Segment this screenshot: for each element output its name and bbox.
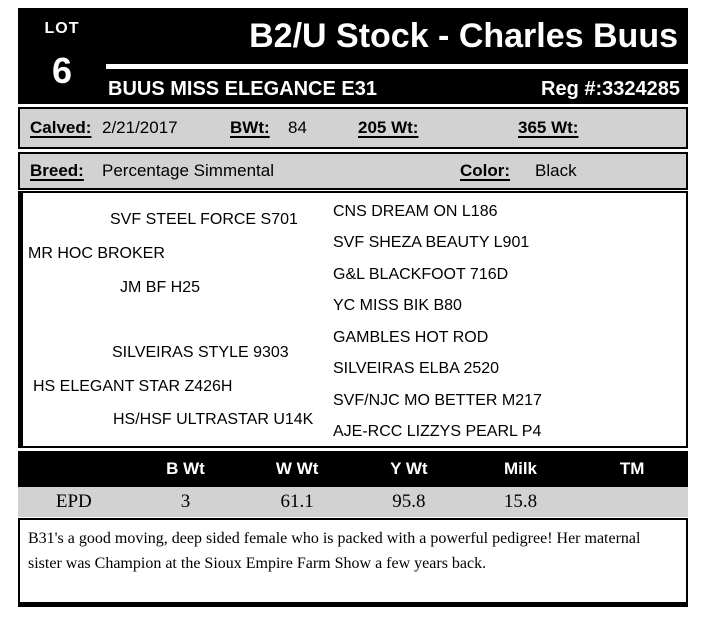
animal-name: BUUS MISS ELEGANCE E31 [108, 78, 377, 100]
pedigree-ggp-7: SVF/NJC MO BETTER M217 [333, 392, 542, 409]
pedigree-ggp-3: G&L BLACKFOOT 716D [333, 266, 509, 283]
calved-value: 2/21/2017 [102, 118, 178, 137]
pedigree-ggp-6: SILVEIRAS ELBA 2520 [333, 360, 500, 377]
header-divider [106, 64, 688, 69]
pedigree-sire-sire: SVF STEEL FORCE S701 [110, 211, 298, 228]
epd-value-bwt: 3 [180, 491, 191, 512]
pedigree-ggp-1: CNS DREAM ON L186 [333, 203, 498, 220]
epd-header-bwt: B Wt [166, 459, 205, 478]
bwt-value: 84 [288, 118, 307, 137]
epd-value-milk: 15.8 [503, 491, 538, 512]
pedigree-ggp-8: AJE-RCC LIZZYS PEARL P4 [333, 423, 542, 440]
pedigree-dam-sire: SILVEIRAS STYLE 9303 [112, 344, 289, 361]
animal-name-row: BUUS MISS ELEGANCE E31 Reg #:3324285 [108, 78, 680, 101]
pedigree-ggp-5: GAMBLES HOT ROD [333, 329, 489, 346]
breed-value: Percentage Simmental [102, 161, 274, 180]
epd-header-tm: TM [619, 459, 645, 478]
pedigree-ggp-2: SVF SHEZA BEAUTY L901 [333, 234, 530, 251]
consignor-title: B2/U Stock - Charles Buus [249, 17, 678, 55]
wt205-label: 205 Wt: [358, 118, 419, 137]
epd-header-ywt: Y Wt [390, 459, 428, 478]
color-label: Color: [460, 161, 511, 180]
lot-header: LOT 6 B2/U Stock - Charles Buus BUUS MIS… [18, 8, 688, 104]
birth-stats-bar: Calved: 2/21/2017 BWt: 84 205 Wt: 365 Wt… [18, 107, 688, 149]
lot-description: B31's a good moving, deep sided female w… [18, 518, 688, 607]
calved-label: Calved: [30, 118, 92, 137]
breed-label: Breed: [30, 161, 84, 180]
epd-table-row: EPD 3 61.1 95.8 15.8 [18, 487, 688, 517]
lot-column: LOT 6 [18, 8, 106, 104]
color-value: Black [535, 161, 577, 180]
epd-header-milk: Milk [503, 459, 538, 478]
wt365-label: 365 Wt: [518, 118, 579, 137]
lot-label: LOT [44, 20, 80, 37]
pedigree-sire-dam: JM BF H25 [120, 279, 201, 296]
epd-row-label: EPD [55, 491, 92, 512]
pedigree-sire: MR HOC BROKER [28, 245, 165, 262]
epd-header-wwt: W Wt [275, 459, 319, 478]
bwt-label: BWt: [230, 118, 270, 137]
registration-number: Reg #:3324285 [541, 78, 680, 100]
epd-value-wwt: 61.1 [280, 491, 314, 512]
epd-value-ywt: 95.8 [392, 491, 426, 512]
epd-table-header: B Wt W Wt Y Wt Milk TM [18, 451, 688, 487]
pedigree-dam-dam: HS/HSF ULTRASTAR U14K [113, 411, 314, 428]
breed-color-bar: Breed: Percentage Simmental Color: Black [18, 152, 688, 190]
pedigree-box: SVF STEEL FORCE S701 MR HOC BROKER JM BF… [18, 191, 688, 448]
pedigree-dam: HS ELEGANT STAR Z426H [33, 378, 233, 395]
lot-number: 6 [51, 50, 73, 91]
pedigree-ggp-4: YC MISS BIK B80 [333, 297, 462, 314]
